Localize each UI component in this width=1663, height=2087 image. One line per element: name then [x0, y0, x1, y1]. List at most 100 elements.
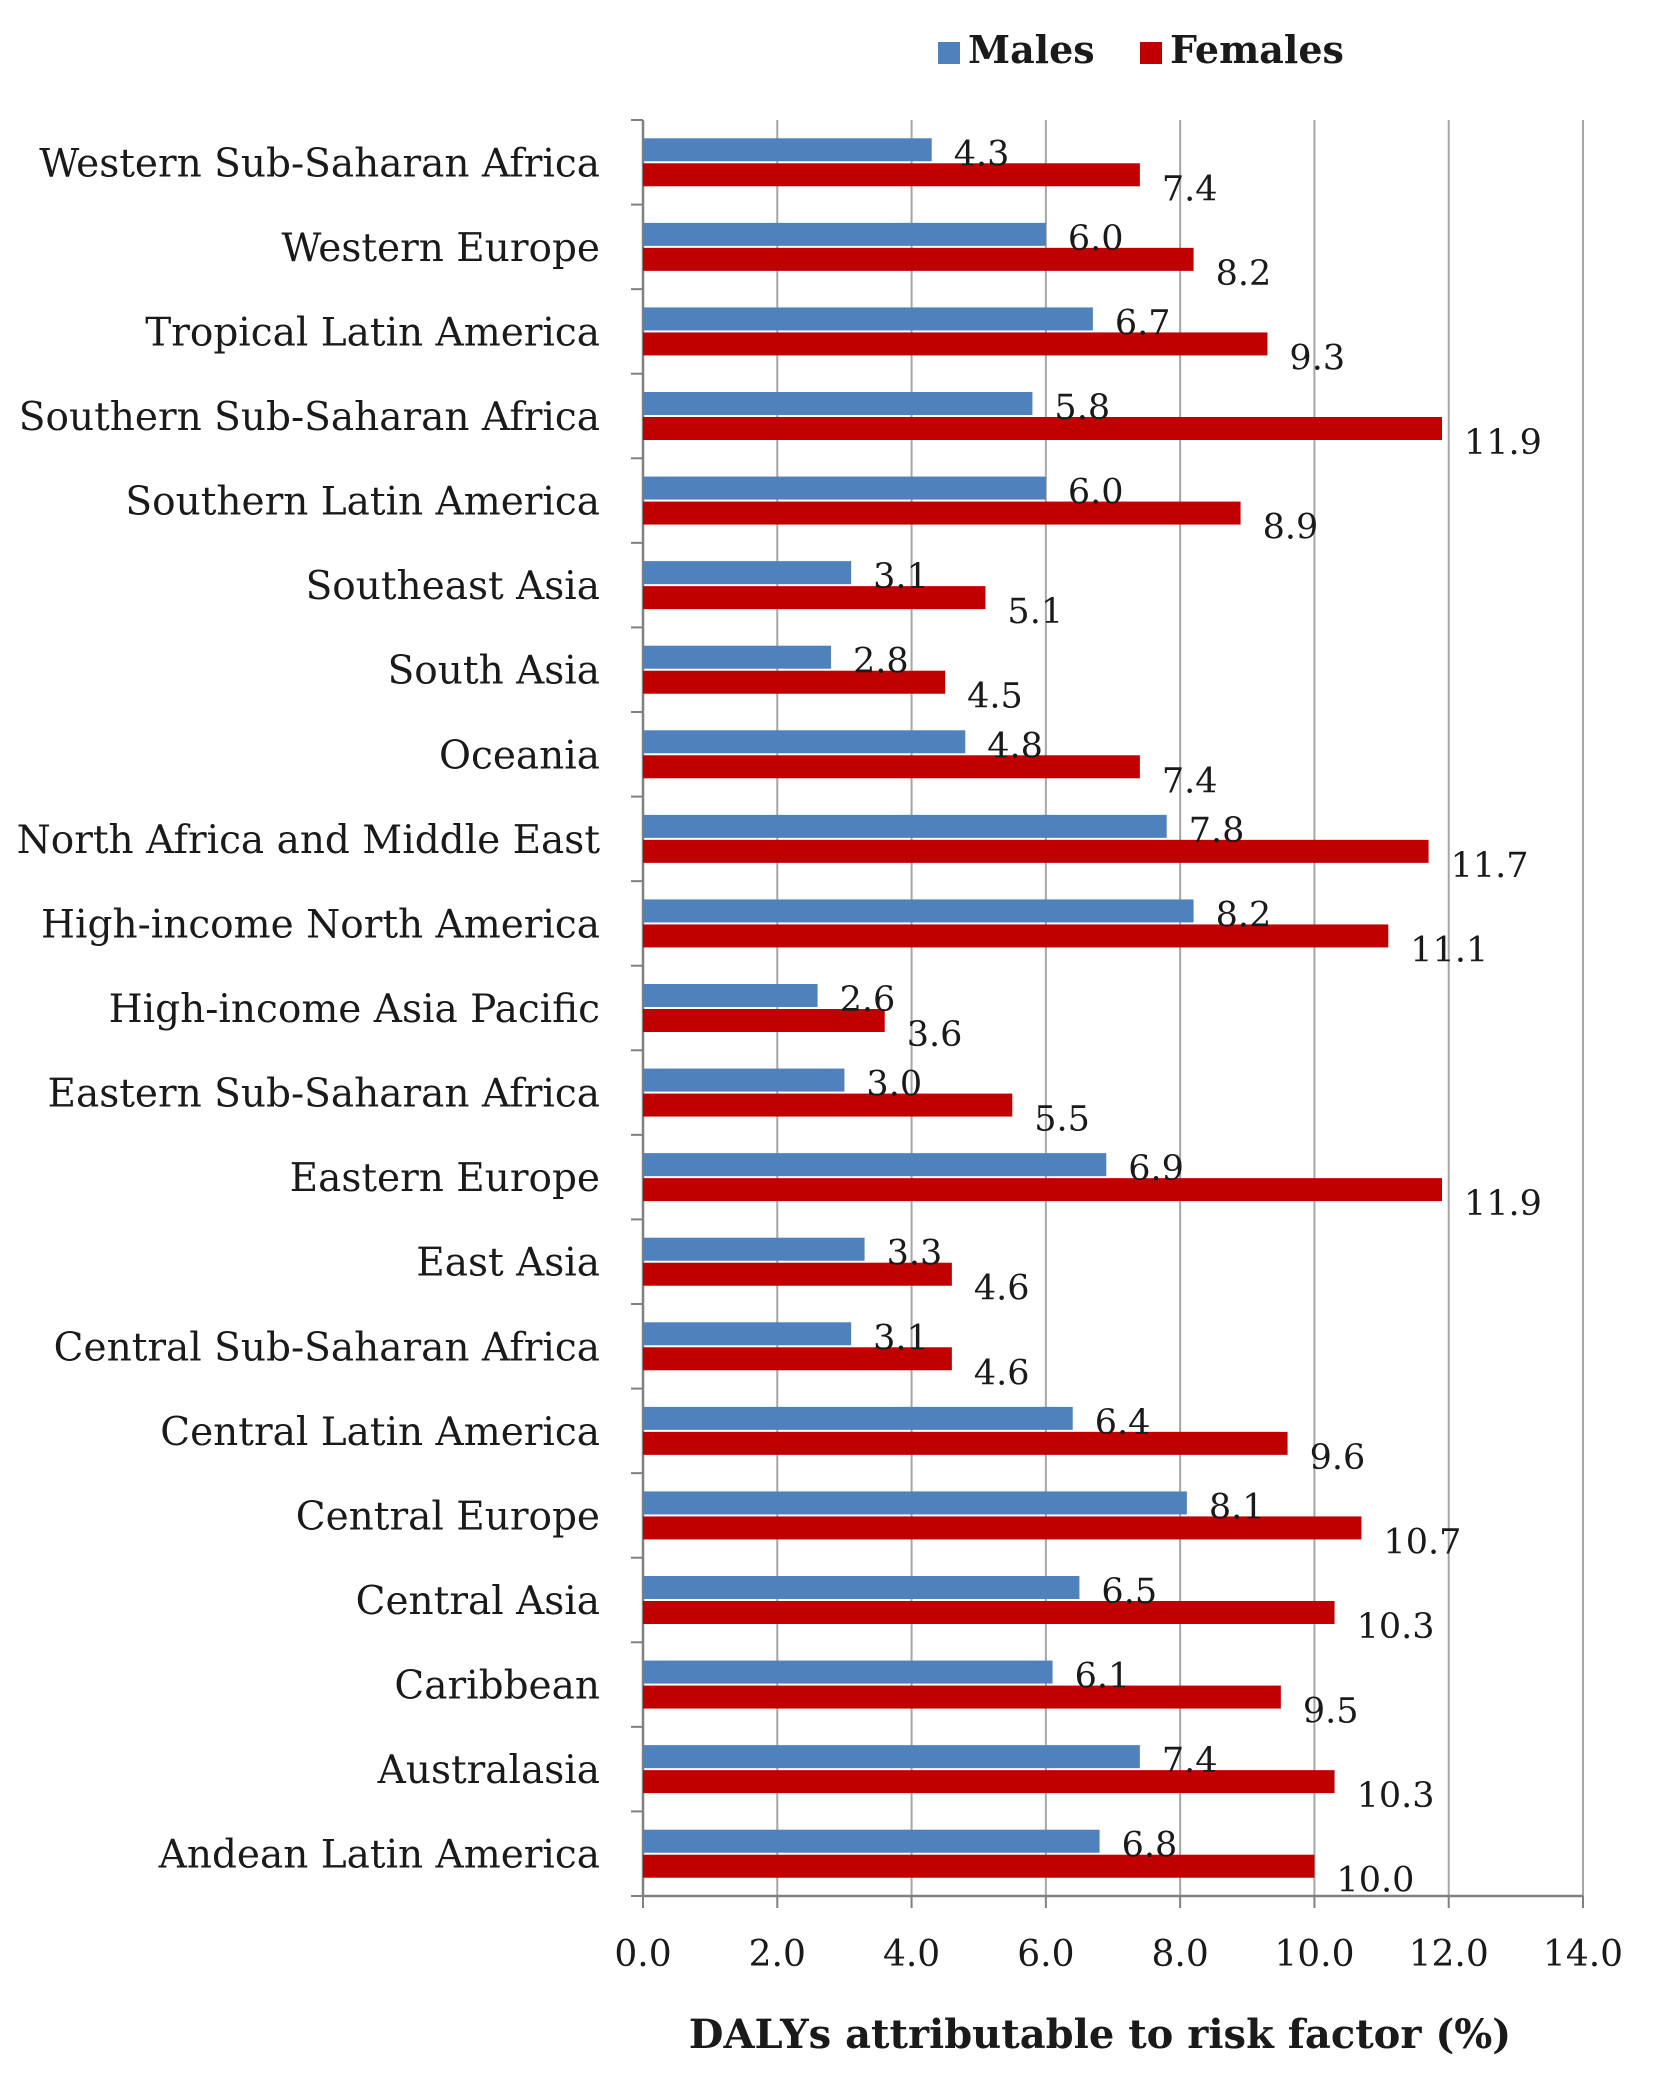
bar-males	[643, 138, 932, 162]
bar-males	[643, 1576, 1080, 1599]
data-label-females: 7.4	[1162, 761, 1218, 801]
bar-females	[643, 755, 1140, 779]
x-tick-label: 0.0	[614, 1934, 671, 1975]
bar-males	[643, 984, 818, 1007]
bar-males	[643, 1491, 1187, 1515]
category-label: Caribbean	[394, 1664, 600, 1709]
data-label-females: 11.9	[1464, 1184, 1542, 1224]
data-label-females: 9.3	[1289, 338, 1345, 378]
data-label-males: 5.8	[1054, 388, 1110, 428]
data-label-females: 5.5	[1034, 1100, 1090, 1140]
category-label: Central Europe	[296, 1494, 600, 1539]
x-tick-label: 2.0	[749, 1934, 806, 1975]
category-label: Western Europe	[281, 226, 600, 271]
category-label: Australasia	[377, 1748, 600, 1793]
data-label-males: 6.8	[1122, 1826, 1178, 1866]
category-label: East Asia	[416, 1241, 600, 1286]
bar-females	[643, 924, 1389, 948]
data-label-females: 10.7	[1383, 1522, 1461, 1562]
x-axis-title: DALYs attributable to risk factor (%)	[689, 2011, 1511, 2058]
data-label-males: 6.4	[1095, 1403, 1151, 1443]
bar-males	[643, 307, 1093, 331]
category-label: Tropical Latin America	[145, 310, 600, 355]
data-label-males: 7.4	[1162, 1741, 1218, 1781]
data-label-males: 8.2	[1216, 895, 1272, 935]
x-tick-label: 8.0	[1152, 1934, 1209, 1975]
category-label: Central Latin America	[160, 1410, 600, 1455]
category-label: Central Asia	[356, 1579, 600, 1624]
bar-males	[643, 476, 1046, 500]
data-label-males: 6.1	[1075, 1657, 1131, 1697]
data-label-females: 10.3	[1357, 1776, 1435, 1816]
bar-males	[643, 645, 831, 669]
bar-females	[643, 1178, 1442, 1202]
data-label-males: 7.8	[1189, 811, 1245, 851]
data-label-females: 9.5	[1303, 1692, 1359, 1732]
bar-males	[643, 899, 1194, 923]
data-label-females: 8.9	[1263, 508, 1319, 548]
data-label-males: 3.0	[866, 1065, 922, 1105]
legend-swatch-males	[938, 42, 960, 64]
data-label-females: 4.6	[974, 1269, 1030, 1309]
category-label: South Asia	[388, 649, 600, 694]
bar-males	[643, 1322, 852, 1346]
data-label-males: 6.7	[1115, 303, 1171, 343]
legend: Males Females	[938, 27, 1344, 72]
category-label: Eastern Europe	[290, 1156, 600, 1201]
x-tick-label: 6.0	[1017, 1934, 1074, 1975]
data-label-males: 6.0	[1068, 473, 1124, 513]
x-tick-label: 14.0	[1543, 1934, 1623, 1975]
data-label-females: 9.6	[1310, 1438, 1366, 1478]
category-label: Southern Latin America	[125, 480, 600, 525]
data-label-females: 7.4	[1162, 169, 1218, 209]
bar-males	[643, 561, 852, 585]
bar-females	[643, 247, 1194, 271]
category-label: North Africa and Middle East	[17, 818, 601, 863]
bar-females	[643, 839, 1429, 863]
data-label-females: 5.1	[1007, 592, 1063, 632]
data-label-females: 10.3	[1357, 1607, 1435, 1647]
bar-females	[643, 501, 1241, 525]
data-label-males: 3.1	[873, 557, 929, 597]
data-label-males: 6.9	[1128, 1149, 1184, 1189]
data-label-males: 8.1	[1209, 1487, 1265, 1527]
bar-females	[643, 670, 946, 694]
data-label-males: 2.6	[840, 980, 896, 1020]
bar-females	[643, 1093, 1013, 1117]
bar-females	[643, 1009, 885, 1032]
bar-females	[643, 1685, 1281, 1709]
legend-swatch-females	[1140, 42, 1162, 64]
legend-label-females: Females	[1170, 27, 1344, 72]
bar-females	[643, 332, 1268, 356]
data-label-males: 2.8	[853, 642, 909, 682]
x-tick-label: 4.0	[883, 1934, 940, 1975]
category-label: Central Sub-Saharan Africa	[54, 1325, 600, 1370]
bars-layer	[643, 138, 1442, 1878]
data-label-females: 11.9	[1464, 423, 1542, 463]
bar-females	[643, 417, 1442, 440]
category-label: Southeast Asia	[306, 564, 600, 609]
bar-males	[643, 730, 966, 754]
x-tick-label: 12.0	[1409, 1934, 1489, 1975]
category-label: Southern Sub-Saharan Africa	[19, 395, 600, 440]
bar-males	[643, 1406, 1073, 1430]
bar-males	[643, 222, 1046, 246]
category-label: High-income Asia Pacific	[109, 987, 600, 1032]
category-label: Western Sub-Saharan Africa	[39, 141, 600, 186]
data-label-females: 3.6	[907, 1015, 963, 1055]
data-label-males: 3.3	[887, 1234, 943, 1274]
bar-males	[643, 1829, 1100, 1853]
bar-females	[643, 163, 1140, 187]
bar-males	[643, 1068, 845, 1092]
bar-females	[643, 1601, 1335, 1624]
data-label-females: 8.2	[1216, 254, 1272, 294]
data-label-females: 4.5	[967, 677, 1023, 717]
category-label: High-income North America	[41, 902, 600, 947]
labels-layer: Western Sub-Saharan Africa 4.3 7.4 Western …	[17, 134, 1542, 1900]
bar-females	[643, 1347, 952, 1371]
data-label-females: 4.6	[974, 1353, 1030, 1393]
bar-males	[643, 1237, 865, 1261]
bar-females	[643, 1431, 1288, 1455]
bar-females	[643, 1854, 1315, 1878]
